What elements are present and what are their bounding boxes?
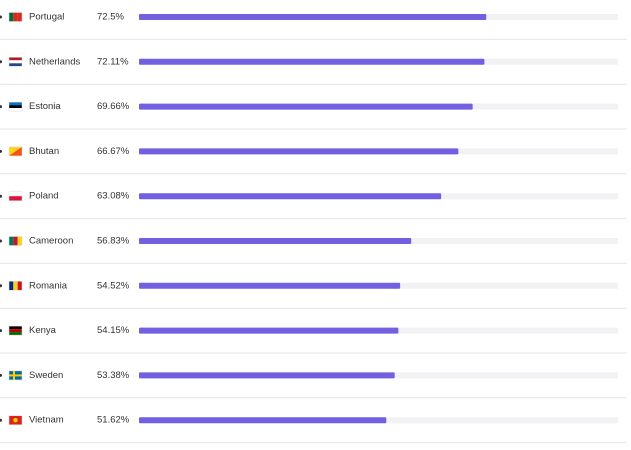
flag-stripe [13,370,15,380]
row-bullet [0,149,2,153]
row-bullet [0,194,2,198]
value-label: 51.62% [97,415,130,426]
flag-stripe [9,326,22,330]
value-label: 54.52% [97,280,130,291]
flag-stripe [9,108,22,112]
row-bullet [0,60,2,64]
flag-star [13,418,18,423]
value-label: 56.83% [97,236,130,247]
row-bullet [0,329,2,333]
value-label: 66.67% [97,146,130,157]
value-label: 53.38% [97,370,130,381]
flag-icon [8,415,23,425]
row-bullet [0,284,2,288]
country-name: Cameroon [29,236,73,247]
flag-stripe [9,146,22,156]
value-label: 72.11% [97,56,129,67]
flag-border [8,325,23,336]
flag-border [8,146,23,157]
country-name: Romania [29,280,68,291]
flag-stripe [9,281,14,291]
flag-icon [8,370,23,381]
flag-stripe [9,12,14,22]
row-bullet [0,239,2,243]
flag-stripe [9,57,22,61]
bar [139,193,442,200]
country-name: Portugal [29,12,64,23]
flag-border [8,12,23,22]
flag-stripe [9,374,22,377]
flag-stripe [13,281,18,291]
flag-stripe [13,12,18,22]
flag-icon [8,325,23,336]
value-label: 54.15% [97,325,130,336]
flag-border [8,236,23,246]
country-name: Vietnam [29,415,64,426]
flag-stripe [9,105,22,109]
row-bullet [0,15,2,19]
flag-border [8,281,23,291]
flag-stripe [9,196,22,201]
flag-border [8,101,23,112]
flag-stripe [9,332,22,336]
flag-icon [8,12,23,22]
flag-icon [8,146,23,157]
flag-stripe [9,102,22,106]
flag-icon [8,101,23,112]
flag-border [8,415,23,425]
flag-stripe [9,63,22,67]
flag-stripe [17,12,22,22]
bar [139,103,473,110]
bar [139,282,401,289]
value-label: 69.66% [97,101,130,112]
flag-stripe [17,281,22,291]
bar [139,372,395,379]
flag-border [8,191,23,201]
flag-stripe [9,60,22,64]
flag-stripe [9,191,22,197]
flag-border [8,57,23,67]
country-name: Kenya [29,325,57,336]
flag-icon [8,191,23,201]
flag-icon [8,57,23,67]
bar [139,148,459,155]
flag-icon [8,281,23,291]
row-bullet [0,105,2,109]
flag-border [8,370,23,381]
row-bullet [0,418,2,422]
country-name: Bhutan [29,146,59,157]
flag-stripe [17,236,22,246]
value-label: 63.08% [97,191,130,202]
flag-stripe [13,236,18,246]
country-name: Netherlands [29,56,80,67]
bar [139,14,487,20]
flag-icon [8,236,23,246]
flag-stripe [9,329,22,333]
country-name: Sweden [29,370,63,381]
bar [139,238,412,244]
bar [139,58,485,65]
country-name: Estonia [29,101,61,112]
bar [139,327,399,334]
country-name: Poland [29,191,59,202]
value-label: 72.5% [97,12,124,23]
flag-stripe [9,236,14,246]
row-bullet [0,373,2,377]
bar [139,417,387,424]
